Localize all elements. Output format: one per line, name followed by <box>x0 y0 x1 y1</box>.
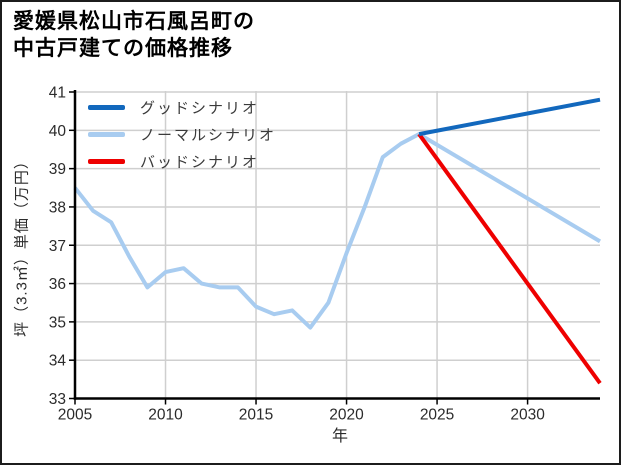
svg-text:38: 38 <box>49 199 66 216</box>
svg-text:2010: 2010 <box>148 407 183 424</box>
svg-text:36: 36 <box>49 276 66 293</box>
page-title-line2: 中古戸建ての価格推移 <box>13 36 233 60</box>
svg-text:2005: 2005 <box>58 407 92 424</box>
bad-scenario-line-swatch <box>88 159 125 164</box>
svg-text:2025: 2025 <box>420 407 454 424</box>
legend-item-bad-scenario: バッドシナリオ <box>88 148 276 175</box>
svg-text:34: 34 <box>49 353 67 370</box>
svg-text:37: 37 <box>49 238 66 255</box>
svg-text:2015: 2015 <box>239 407 273 424</box>
svg-text:40: 40 <box>49 123 67 140</box>
legend-item-normal-scenario: ノーマルシナリオ <box>88 121 276 148</box>
page-title: 愛媛県松山市石風呂町の 中古戸建ての価格推移 <box>13 9 255 63</box>
svg-text:39: 39 <box>49 161 66 178</box>
svg-text:2020: 2020 <box>329 407 364 424</box>
legend-label-good-scenario: グッドシナリオ <box>140 100 260 117</box>
legend-item-good-scenario: グッドシナリオ <box>88 94 276 121</box>
svg-text:33: 33 <box>49 391 66 408</box>
svg-text:35: 35 <box>49 314 66 331</box>
legend-label-bad-scenario: バッドシナリオ <box>140 154 260 171</box>
x-axis-label: 年 <box>331 428 348 445</box>
svg-text:2030: 2030 <box>510 407 545 424</box>
good-scenario-line-swatch <box>88 105 125 110</box>
legend-label-normal-scenario: ノーマルシナリオ <box>140 127 277 144</box>
page-title-line1: 愛媛県松山市石風呂町の <box>13 10 255 33</box>
svg-text:41: 41 <box>49 85 66 102</box>
legend: グッドシナリオ ノーマルシナリオ バッドシナリオ <box>88 94 276 175</box>
normal-scenario-line-swatch <box>88 132 125 137</box>
y-axis-label: 坪（3.3㎡）単価（万円） <box>13 153 31 337</box>
